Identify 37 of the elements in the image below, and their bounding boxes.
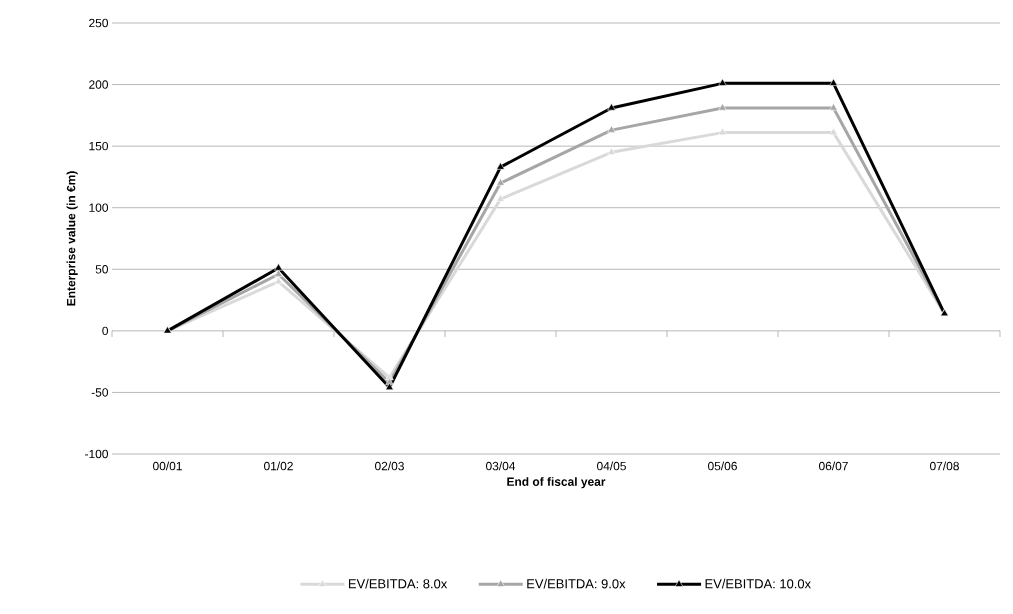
y-tick-label: 250 [89,18,109,28]
point [829,103,838,111]
point [274,269,283,277]
legend-label: EV/EBITDA: 9.0x [527,578,626,589]
y-tick-label: -50 [91,388,109,397]
legend-label: EV/EBITDA: 8.0x [348,578,448,589]
x-tick-label: 02/03 [375,461,404,471]
y-tick-label: 50 [95,265,109,274]
x-tick-label: 06/07 [819,461,848,471]
x-tick-label: 03/04 [486,461,516,471]
point [274,276,283,285]
point [274,263,283,271]
point [607,103,616,111]
point [496,178,505,186]
x-axis-title: End of fiscal year [507,477,606,489]
y-tick-label: -100 [85,449,109,459]
point [496,162,505,170]
x-tick-label: 01/02 [264,461,293,471]
x-tick-label: 05/06 [708,461,737,471]
point [829,127,838,136]
point [718,78,727,86]
y-tick-label: 0 [102,326,109,336]
x-tick-label: 04/05 [597,461,626,471]
point [496,194,505,202]
legend-label: EV/EBITDA: 10.0x [705,578,811,589]
point [718,103,727,111]
y-axis-title: Enterprise value (in €m) [66,171,78,306]
point [607,125,616,133]
y-tick-label: 150 [89,141,109,151]
x-tick-label: 07/08 [930,461,959,471]
y-tick-label: 100 [89,203,109,212]
point [385,382,394,391]
y-tick-label: 200 [89,80,109,89]
point [718,127,727,136]
x-tick-label: 00/01 [153,461,182,471]
point [607,147,616,155]
point [829,78,838,86]
